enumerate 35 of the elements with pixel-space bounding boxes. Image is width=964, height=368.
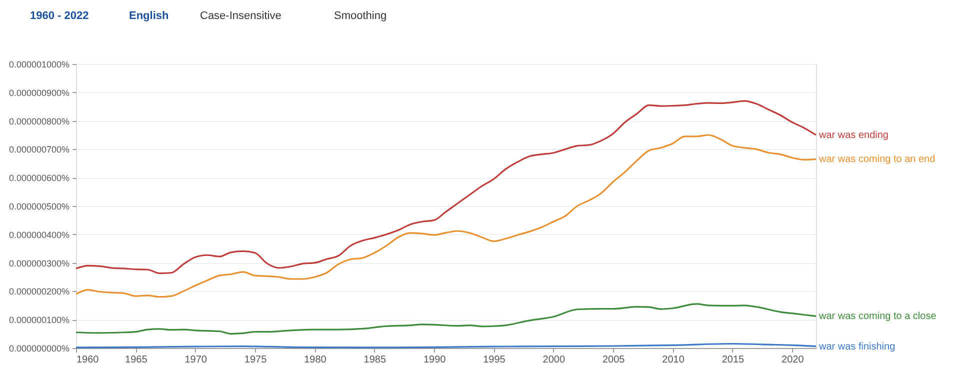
y-tick-label: 0.000000700% — [8, 144, 70, 155]
x-tick-label: 1970 — [184, 354, 208, 366]
x-tick-label: 1985 — [364, 354, 386, 366]
x-tick-label: 1960 — [76, 354, 100, 366]
y-tick-label: 0.000000600% — [8, 173, 70, 184]
y-tick-label: 0.000000900% — [8, 88, 70, 98]
x-tick-label: 2010 — [662, 354, 685, 366]
text: 1960 - 2022 — [30, 10, 89, 22]
text: Smoothing — [334, 10, 387, 22]
x-tick-label: 2005 — [602, 354, 626, 366]
series-label: war was ending — [818, 130, 888, 141]
y-tick-label: 0.000000000% — [8, 344, 70, 354]
line-series — [75, 303, 817, 335]
x-tick-label: 1975 — [244, 354, 268, 366]
x-tick-label: 2015 — [722, 354, 745, 366]
series-label: war was coming to a close — [818, 311, 937, 322]
series-label: war was finishing — [818, 341, 896, 352]
x-tick-label: 1990 — [423, 354, 446, 366]
x-tick-label: 2000 — [542, 354, 566, 366]
text: English — [129, 10, 170, 22]
y-tick-label: 0.000000300% — [8, 258, 70, 268]
x-tick-label: 1995 — [483, 354, 506, 366]
y-tick-label: 0.000000200% — [8, 286, 70, 297]
line-series — [75, 100, 817, 274]
x-tick-label: 2020 — [782, 354, 804, 366]
x-tick-label: 1980 — [304, 354, 327, 366]
x-tick-label: 1965 — [125, 354, 148, 366]
series-label: war was coming to an end — [818, 154, 936, 166]
y-tick-label: 0.000000500% — [8, 202, 70, 212]
text: Case-Insensitive — [200, 10, 282, 22]
y-tick-label: 0.000000800% — [8, 116, 70, 126]
y-tick-label: 0.000000400% — [8, 230, 70, 240]
y-tick-label: 0.000001000% — [8, 60, 70, 70]
y-tick-label: 0.000000100% — [8, 315, 70, 326]
line-series — [75, 134, 817, 298]
